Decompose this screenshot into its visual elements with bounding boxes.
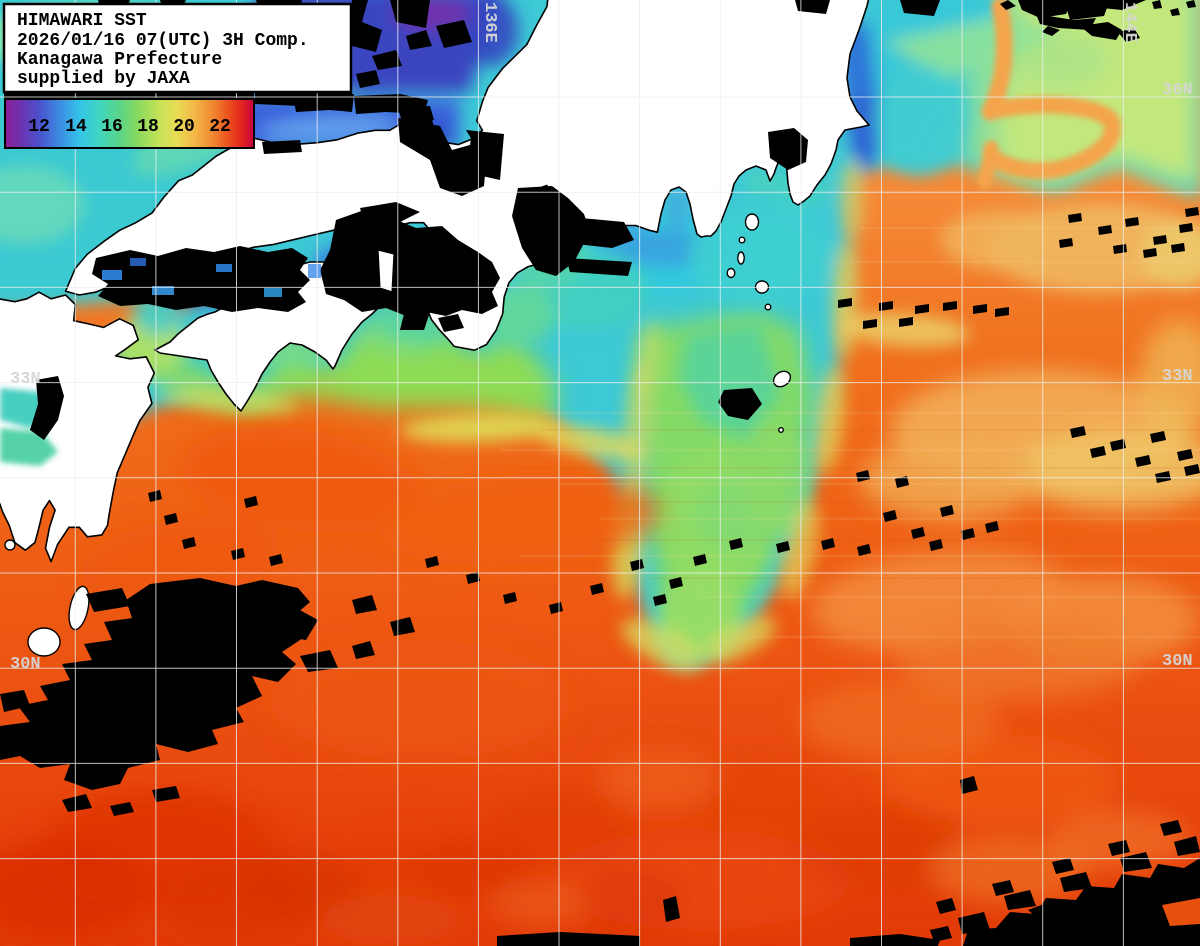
svg-text:33N: 33N xyxy=(1162,367,1193,386)
svg-text:22: 22 xyxy=(209,117,231,137)
svg-text:HIMAWARI SST: HIMAWARI SST xyxy=(17,11,147,31)
svg-text:30N: 30N xyxy=(10,655,41,674)
svg-text:16: 16 xyxy=(101,117,123,137)
svg-text:Kanagawa Prefecture: Kanagawa Prefecture xyxy=(17,50,222,70)
svg-text:36N: 36N xyxy=(1162,81,1193,100)
svg-text:14: 14 xyxy=(65,117,87,137)
svg-text:18: 18 xyxy=(137,117,159,137)
svg-text:136E: 136E xyxy=(480,2,499,43)
svg-text:144E: 144E xyxy=(1120,2,1139,43)
svg-text:supplied by JAXA: supplied by JAXA xyxy=(17,69,190,89)
svg-text:30N: 30N xyxy=(1162,652,1193,671)
svg-text:12: 12 xyxy=(28,117,50,137)
svg-text:20: 20 xyxy=(173,117,195,137)
svg-text:33N: 33N xyxy=(10,370,41,389)
svg-text:2026/01/16 07(UTC) 3H Comp.: 2026/01/16 07(UTC) 3H Comp. xyxy=(17,31,309,51)
